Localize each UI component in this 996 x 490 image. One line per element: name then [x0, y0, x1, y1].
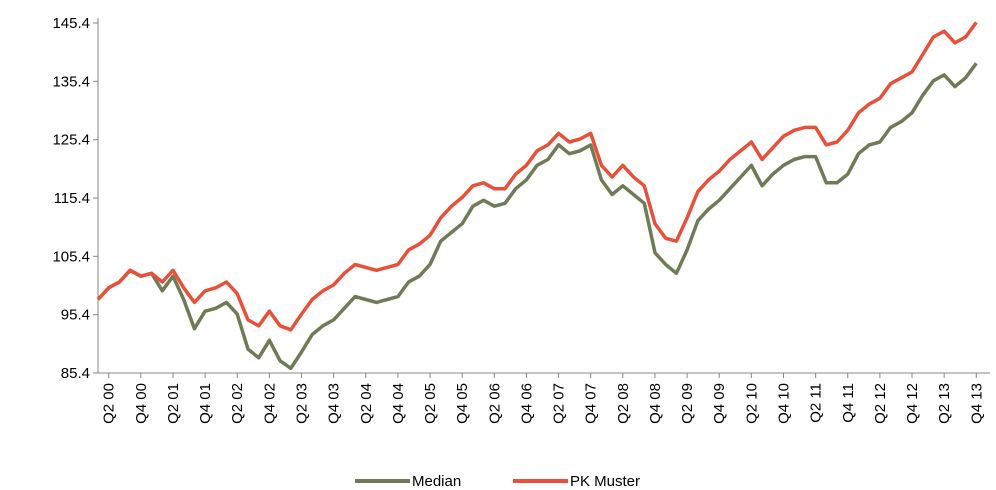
x-tick-label: Q2 07	[551, 383, 568, 424]
x-tick-label: Q4 09	[711, 383, 728, 424]
x-tick-label: Q4 08	[647, 383, 664, 424]
x-tick-label: Q4 03	[326, 383, 343, 424]
x-tick-label: Q2 02	[229, 383, 246, 424]
legend-label: Median	[412, 473, 461, 490]
line-series	[96, 21, 978, 332]
y-tick-label: 145.4	[52, 15, 90, 32]
y-tick-label: 115.4	[54, 190, 90, 207]
x-tick-label: Q2 03	[294, 383, 311, 424]
line-series	[96, 62, 978, 371]
x-tick-label: Q2 12	[872, 383, 889, 424]
x-tick-label: Q4 04	[390, 383, 407, 424]
x-tick-label: Q2 04	[358, 383, 375, 424]
x-tick-label: Q2 06	[486, 383, 503, 424]
x-tick-label: Q2 00	[101, 383, 118, 424]
y-tick-label: 105.4	[52, 248, 90, 265]
x-tick-label: Q4 00	[133, 383, 150, 424]
y-tick-label: 125.4	[52, 132, 90, 149]
x-tick-label: Q4 01	[197, 383, 214, 424]
y-tick-label: 95.4	[61, 307, 90, 324]
x-tick-label: Q2 11	[808, 383, 825, 423]
x-tick-label: Q4 11	[840, 383, 857, 423]
legend-label: PK Muster	[570, 473, 640, 490]
x-tick-label: Q2 01	[165, 383, 182, 424]
x-tick-label: Q4 06	[518, 383, 535, 424]
x-tick-label: Q2 09	[679, 383, 696, 424]
x-tick-label: Q2 08	[615, 383, 632, 424]
x-tick-label: Q2 13	[936, 383, 953, 424]
x-tick-label: Q4 13	[968, 383, 985, 424]
x-tick-label: Q4 10	[775, 383, 792, 424]
x-tick-label: Q2 10	[743, 383, 760, 424]
y-tick-label: 135.4	[52, 73, 90, 90]
x-tick-label: Q2 05	[422, 383, 439, 424]
x-tick-label: Q4 07	[583, 383, 600, 424]
x-tick-label: Q4 05	[454, 383, 471, 424]
x-tick-label: Q4 02	[261, 383, 278, 424]
y-tick-label: 85.4	[61, 365, 90, 382]
x-tick-label: Q4 12	[904, 383, 921, 424]
